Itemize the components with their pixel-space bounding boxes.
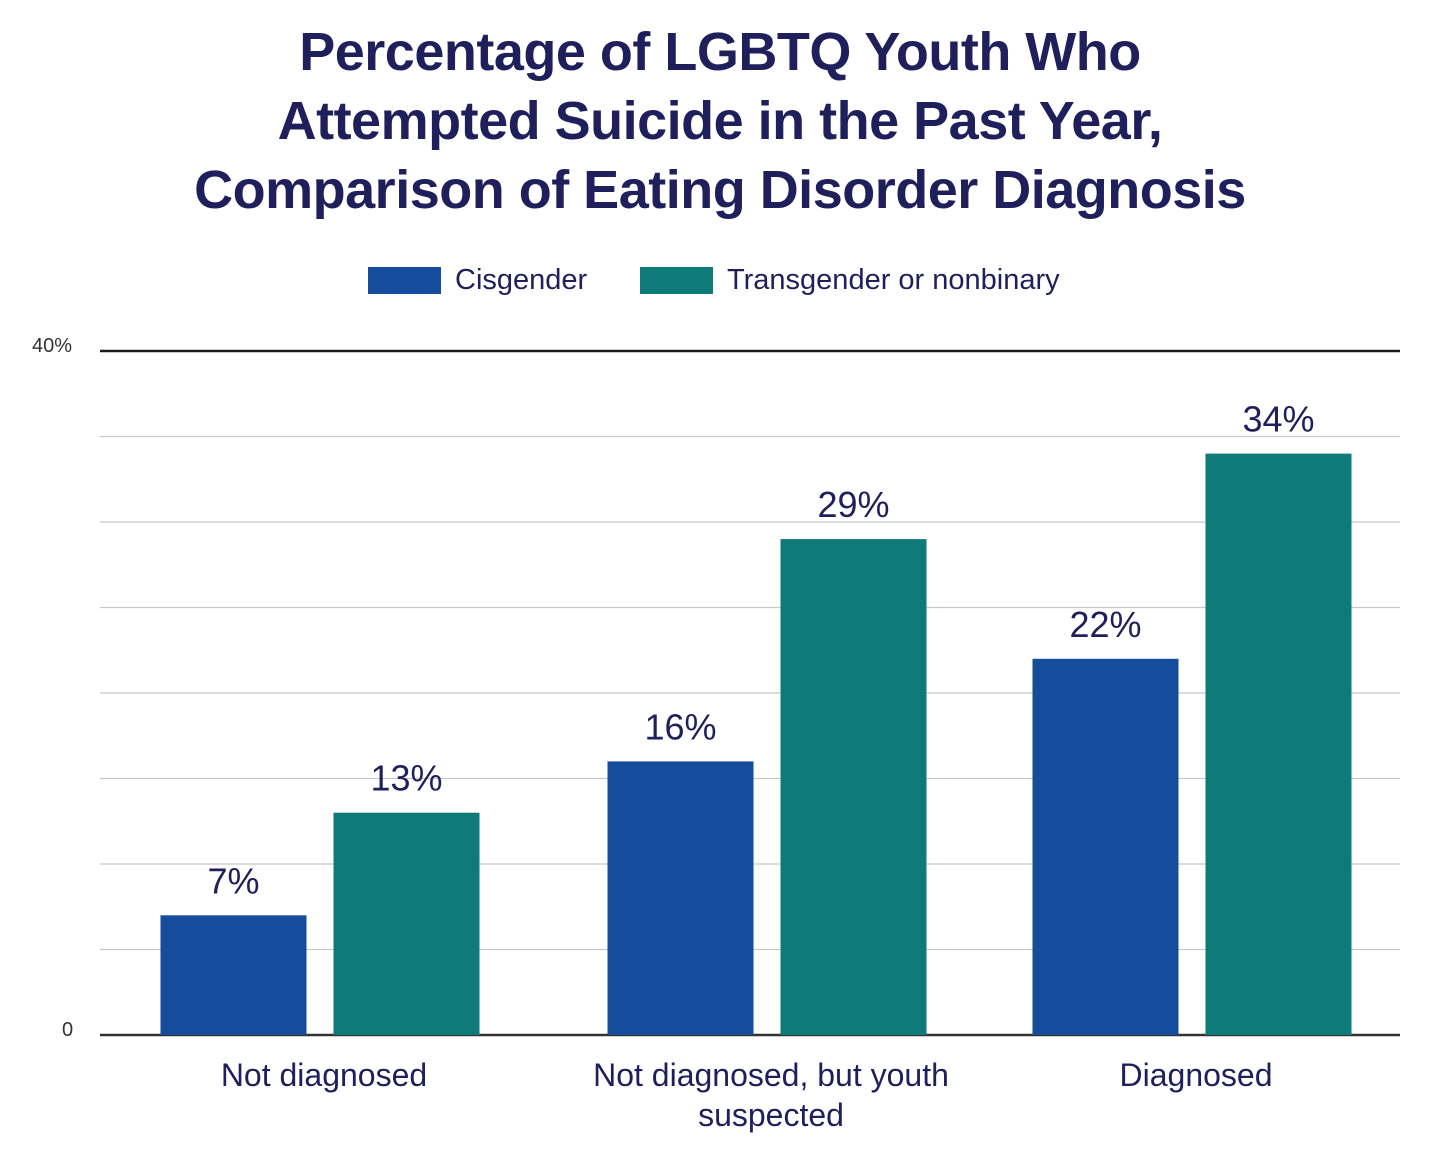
bar-cisgender (607, 761, 754, 1035)
chart-title: Percentage of LGBTQ Youth Who Attempted … (0, 18, 1440, 225)
bar-transgender-nonbinary (780, 539, 927, 1035)
chart-title-line-2: Attempted Suicide in the Past Year, (277, 91, 1163, 151)
chart-title-line-1: Percentage of LGBTQ Youth Who (299, 22, 1141, 82)
bar-transgender-nonbinary (1205, 453, 1352, 1036)
data-label: 13% (370, 758, 442, 799)
y-tick-label-top: 40% (32, 335, 72, 357)
data-label: 16% (644, 706, 716, 747)
x-tick-label: Not diagnosed, but youth (593, 1057, 949, 1093)
x-tick-label: Not diagnosed (221, 1057, 427, 1093)
chart-title-line-3: Comparison of Eating Disorder Diagnosis (194, 160, 1246, 220)
legend-swatch-cisgender (368, 266, 441, 294)
x-tick-label: Diagnosed (1120, 1057, 1273, 1093)
bar-transgender-nonbinary (333, 812, 480, 1035)
data-label: 22% (1069, 604, 1141, 645)
legend-label-cisgender: Cisgender (455, 263, 588, 296)
data-label: 34% (1242, 399, 1314, 440)
legend: Cisgender Transgender or nonbinary (0, 258, 1440, 302)
data-label: 7% (207, 860, 259, 901)
legend-swatch-transgender-nonbinary (640, 266, 713, 294)
bar-cisgender (1032, 658, 1179, 1035)
data-label: 29% (817, 484, 889, 525)
y-tick-label-bottom: 0 (62, 1019, 73, 1041)
legend-item-transgender-nonbinary: Transgender or nonbinary (640, 258, 1060, 302)
bar-cisgender (160, 915, 307, 1035)
x-tick-label: suspected (698, 1097, 844, 1133)
legend-item-cisgender: Cisgender (368, 258, 587, 302)
legend-label-transgender-nonbinary: Transgender or nonbinary (727, 263, 1060, 296)
